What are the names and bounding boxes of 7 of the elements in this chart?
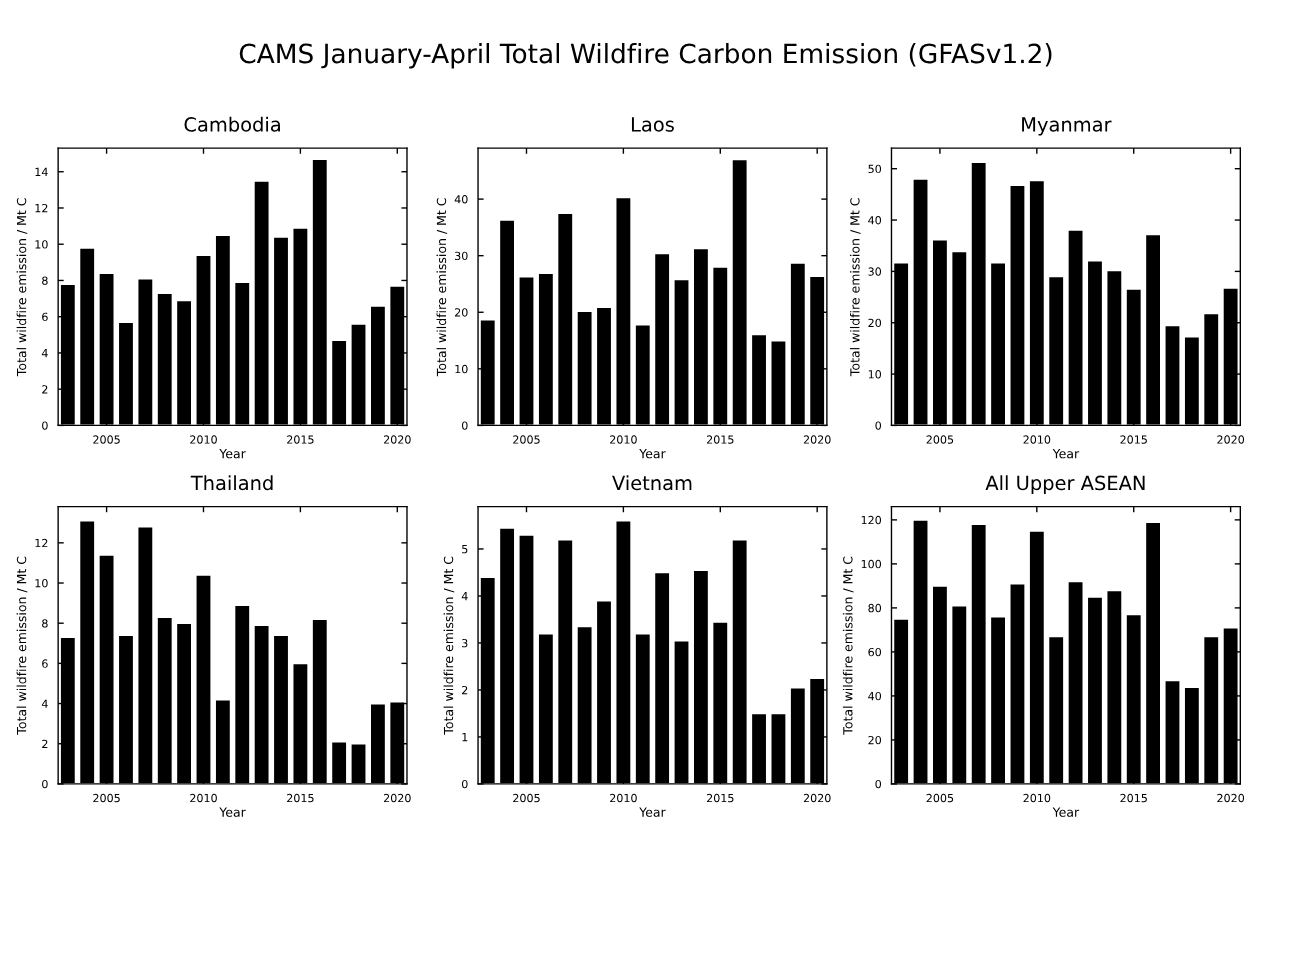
chart-title: Cambodia	[184, 116, 280, 132]
chart-title: All Upper ASEAN	[985, 475, 1145, 495]
text: CAMS January-April Total Wildfire Carbon Emission (GFASv1.2)	[239, 43, 1052, 69]
chart-title: Thailand	[190, 475, 273, 491]
chart-title: Myanmar	[1022, 117, 1112, 136]
chart-title: Vietnam	[612, 475, 692, 491]
chart-title: Laos	[631, 117, 674, 132]
